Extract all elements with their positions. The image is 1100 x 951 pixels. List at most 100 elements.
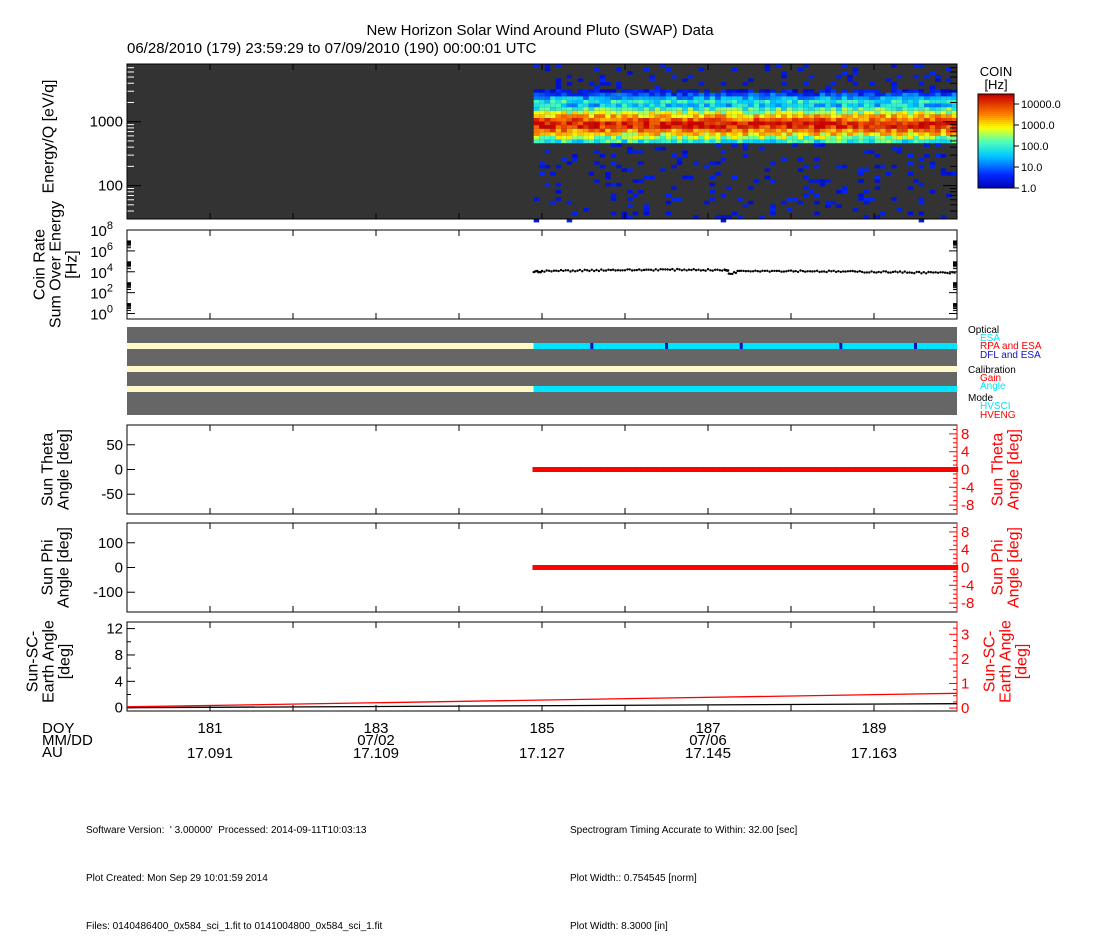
spectrogram-cell <box>781 200 787 205</box>
spectrogram-cell <box>918 128 925 133</box>
chart-subtitle: 06/28/2010 (179) 23:59:29 to 07/09/2010 … <box>127 40 537 57</box>
coin-rate-point <box>887 271 890 274</box>
sun-sc-earth-left-tick-label: 12 <box>106 621 123 638</box>
spectrogram-cell <box>825 89 831 93</box>
spectrogram-cell <box>709 107 716 111</box>
spectrogram-cell <box>561 114 567 118</box>
spectrogram-cell <box>544 132 551 136</box>
coin-rate-point <box>906 271 909 274</box>
coin-rate-point <box>692 268 695 271</box>
coin-rate-point <box>581 270 584 273</box>
spectrogram-cell <box>627 103 633 108</box>
spectrogram-cell <box>869 110 875 115</box>
colorbar-strip <box>978 186 1014 189</box>
sun-phi-point <box>800 565 803 570</box>
spectrogram-cell <box>803 107 809 111</box>
spectrogram-cell <box>665 132 672 136</box>
spectrogram-cell <box>803 118 809 122</box>
spectrogram-cell <box>577 110 584 115</box>
sun-theta-point <box>839 467 842 472</box>
spectrogram-cell <box>726 132 732 136</box>
spectrogram-cell <box>709 175 716 180</box>
spectrogram-cell <box>561 100 567 104</box>
coin-rate-point <box>673 269 676 272</box>
spectrogram-cell <box>566 161 573 165</box>
coin-rate-point <box>879 271 883 274</box>
spectrogram-cell <box>786 128 793 133</box>
sun-theta-point <box>785 467 789 472</box>
spectrogram-ytick-label-1000: 1000 <box>90 114 123 131</box>
spectrogram-cell <box>632 211 639 216</box>
spectrogram-cell <box>940 139 947 144</box>
spectrogram-cell <box>819 143 826 147</box>
spectrogram-cell <box>731 103 738 108</box>
spectrogram-cell <box>748 125 754 129</box>
spectrogram-cell <box>847 139 853 144</box>
coin-rate-point <box>908 271 911 274</box>
coin-rate-point <box>657 269 660 272</box>
sun-phi-point <box>804 565 807 570</box>
sun-phi-point <box>555 565 558 570</box>
spectrogram-cell <box>572 118 578 122</box>
spectrogram-cell <box>819 132 826 136</box>
spectrogram-cell <box>924 121 930 126</box>
sun-theta-point <box>802 467 805 472</box>
sun-phi-point <box>945 565 948 570</box>
spectrogram-cell <box>764 168 771 172</box>
spectrogram-cell <box>610 100 617 104</box>
spectrogram-cell <box>632 136 639 140</box>
spectrogram-cell <box>874 92 881 97</box>
spectrogram-cell <box>797 121 804 126</box>
spectrogram-cell <box>753 125 760 129</box>
spectrogram-cell <box>539 89 545 93</box>
spectrogram-cell <box>863 92 870 97</box>
sun-theta-point <box>555 467 558 472</box>
spectrogram-cell <box>583 89 589 93</box>
spectrogram-cell <box>715 118 721 122</box>
spectrogram-cell <box>599 121 606 126</box>
spectrogram-cell <box>632 193 639 198</box>
spectrogram-cell <box>753 136 760 140</box>
sun-phi-point <box>808 565 811 570</box>
spectrogram-cell <box>649 78 655 82</box>
spectrogram-cell <box>759 110 765 115</box>
spectrogram-cell <box>638 100 644 104</box>
sun-phi-point <box>584 565 587 570</box>
spectrogram-cell <box>726 103 732 108</box>
spectrogram-cell <box>951 132 958 136</box>
spectrogram-cell <box>781 107 787 111</box>
spectrogram-cell <box>550 110 556 115</box>
coin-rate-point <box>799 269 802 272</box>
spectrogram-cell <box>610 118 617 122</box>
spectrogram-cell <box>544 164 551 169</box>
coin-rate-point <box>645 268 648 271</box>
colorbar-strip <box>978 112 1014 115</box>
coin-rate-point <box>844 270 847 273</box>
spectrogram-cell <box>770 96 776 100</box>
coin-rate-point <box>751 270 755 273</box>
spectrogram-cell <box>852 107 859 111</box>
sun-phi-point <box>536 565 540 570</box>
spectrogram-cell <box>583 139 589 144</box>
spectrogram-cell <box>720 114 727 118</box>
sun-phi-point <box>771 565 774 570</box>
spectrogram-cell <box>726 107 732 111</box>
spectrogram-cell <box>742 96 749 100</box>
sun-phi-point <box>773 565 776 570</box>
spectrogram-cell <box>836 190 842 194</box>
spectrogram-cell <box>759 96 765 100</box>
sun-theta-left-ticks: 500-50 <box>101 437 135 503</box>
spectrogram-cell <box>671 114 677 118</box>
spectrogram-cell <box>660 110 666 115</box>
coin-rate-point <box>860 270 864 274</box>
spectrogram-cell <box>726 128 732 133</box>
spectrogram-cell <box>874 154 881 158</box>
sun-theta-point <box>740 467 743 472</box>
sun-phi-point <box>706 565 710 570</box>
spectrogram-cell <box>605 114 611 118</box>
spectrogram-cell <box>676 125 683 129</box>
spectrogram-cell <box>577 125 584 129</box>
coin-rate-point <box>796 270 800 274</box>
spectrogram-cell <box>869 150 875 154</box>
spectrogram-cell <box>550 136 556 140</box>
